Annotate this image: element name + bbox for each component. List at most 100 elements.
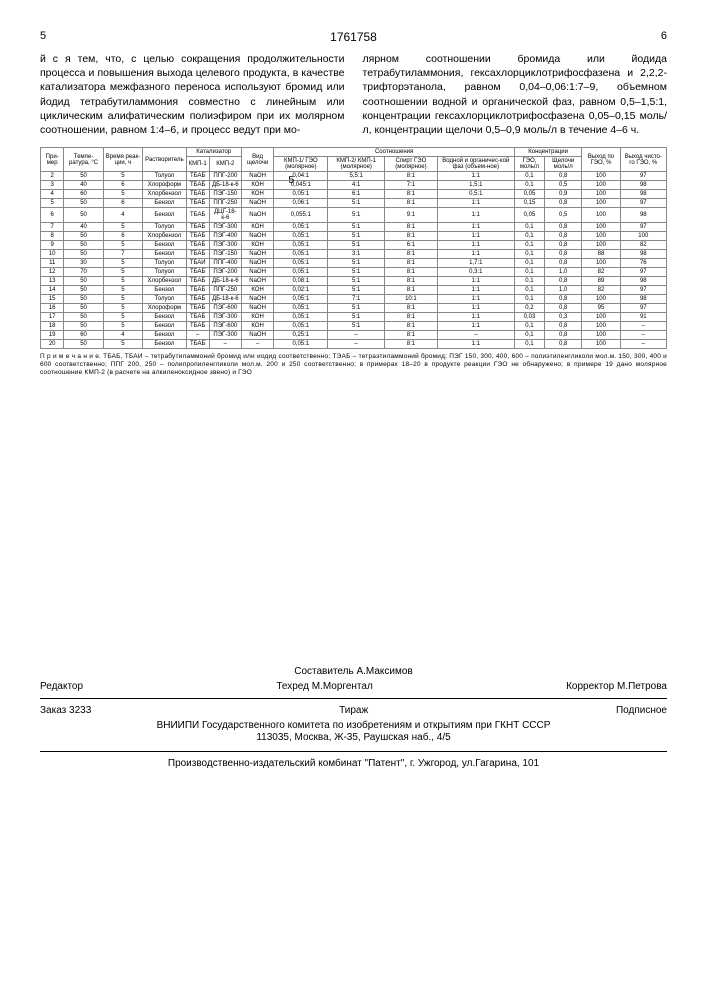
- table-cell: ТБАБ: [186, 277, 209, 286]
- table-cell: ППГ-400: [209, 259, 241, 268]
- table-cell: 1:1: [437, 304, 514, 313]
- table-row: 3406ХлороформТБАБДБ-18-к-6КОН0,045:14:17…: [41, 181, 667, 190]
- table-cell: 8:1: [385, 277, 438, 286]
- table-row: 18505БензолТБАБПЭГ-600КОН0,05:15:18:11:1…: [41, 322, 667, 331]
- table-cell: ТБАБ: [186, 199, 209, 208]
- table-cell: 40: [64, 181, 103, 190]
- table-cell: 0,05:1: [274, 223, 328, 232]
- table-cell: 0,9: [545, 190, 582, 199]
- table-cell: 5: [103, 286, 142, 295]
- table-cell: 7: [103, 250, 142, 259]
- data-table: При-мер Темпе-ратура, °С Время реак-ции,…: [40, 147, 667, 349]
- table-cell: 0,5: [545, 181, 582, 190]
- table-cell: 0,8: [545, 322, 582, 331]
- table-cell: ДЦГ-18-к-6: [209, 208, 241, 223]
- table-cell: ПЭГ-300: [209, 313, 241, 322]
- table-cell: 82: [582, 268, 620, 277]
- table-cell: 7:1: [328, 295, 385, 304]
- table-cell: 50: [64, 304, 103, 313]
- table-cell: 0,1: [514, 286, 544, 295]
- table-cell: NaOH: [241, 268, 273, 277]
- table-cell: 0,05:1: [274, 313, 328, 322]
- table-cell: 1:1: [437, 286, 514, 295]
- table-cell: 50: [64, 286, 103, 295]
- table-cell: 4:1: [328, 181, 385, 190]
- table-cell: 98: [620, 277, 666, 286]
- table-cell: 5:1: [328, 232, 385, 241]
- table-cell: 1:1: [437, 199, 514, 208]
- table-cell: 8:1: [385, 322, 438, 331]
- table-cell: 0,06:1: [274, 199, 328, 208]
- table-cell: 0,3: [545, 313, 582, 322]
- table-cell: ТБАБ: [186, 340, 209, 349]
- table-cell: NaOH: [241, 295, 273, 304]
- table-cell: 100: [582, 340, 620, 349]
- table-cell: Бензол: [143, 313, 186, 322]
- table-cell: 18: [41, 322, 64, 331]
- table-cell: 8:1: [385, 268, 438, 277]
- table-cell: ТБАБ: [186, 232, 209, 241]
- table-cell: –: [620, 331, 666, 340]
- table-cell: Бензол: [143, 199, 186, 208]
- table-cell: 50: [64, 232, 103, 241]
- document-number: 1761758: [46, 30, 661, 44]
- table-cell: 1:1: [437, 208, 514, 223]
- table-cell: 100: [582, 199, 620, 208]
- table-cell: 0,8: [545, 295, 582, 304]
- table-cell: 5: [41, 199, 64, 208]
- table-cell: 97: [620, 304, 666, 313]
- table-cell: 0,1: [514, 172, 544, 181]
- table-row: 16505ХлороформТБАБПЭГ-600NaOH0,05:15:18:…: [41, 304, 667, 313]
- table-cell: 3: [41, 181, 64, 190]
- table-row: 19604Бензол–ПЭГ-300NaOH0,25:1–8:1–0,10,8…: [41, 331, 667, 340]
- table-cell: 5:1: [328, 199, 385, 208]
- table-cell: ТБАБ: [186, 304, 209, 313]
- table-cell: КОН: [241, 223, 273, 232]
- table-cell: NaOH: [241, 199, 273, 208]
- table-cell: 1:1: [437, 277, 514, 286]
- table-cell: Бензол: [143, 331, 186, 340]
- table-cell: 0,8: [545, 259, 582, 268]
- table-cell: 5:1: [328, 322, 385, 331]
- table-cell: 13: [41, 277, 64, 286]
- table-row: 17505БензолТБАБПЭГ-300КОН0,05:15:18:11:1…: [41, 313, 667, 322]
- final-divider: [40, 751, 667, 752]
- table-cell: ПЭГ-300: [209, 223, 241, 232]
- table-cell: 3:1: [328, 250, 385, 259]
- table-cell: 0,1: [514, 232, 544, 241]
- col-pure: Выход чисто-го ГЭО, %: [620, 148, 666, 172]
- table-cell: 5: [103, 295, 142, 304]
- table-cell: ДБ-18-к-6: [209, 295, 241, 304]
- table-cell: 0,15: [514, 199, 544, 208]
- col-solvent: Растворитель: [143, 148, 186, 172]
- table-cell: 5:1: [328, 241, 385, 250]
- table-cell: 0,08:1: [274, 277, 328, 286]
- table-cell: 50: [64, 199, 103, 208]
- editor-label: Редактор: [40, 681, 83, 692]
- table-cell: 5: [103, 241, 142, 250]
- org-line-1: ВНИИПИ Государственного комитета по изоб…: [40, 720, 667, 731]
- table-cell: 5: [103, 259, 142, 268]
- table-cell: 4: [103, 208, 142, 223]
- table-cell: 8:1: [385, 172, 438, 181]
- table-cell: 0,1: [514, 322, 544, 331]
- table-cell: 5: [103, 172, 142, 181]
- table-cell: 9:1: [385, 208, 438, 223]
- table-cell: 60: [64, 331, 103, 340]
- table-cell: 8:1: [385, 331, 438, 340]
- table-cell: ТБАБ: [186, 208, 209, 223]
- page-header: 5 1761758 6: [40, 30, 667, 44]
- table-cell: NaOH: [241, 172, 273, 181]
- table-row: 5506БензолТБАБППГ-250NaOH0,06:15:18:11:1…: [41, 199, 667, 208]
- table-cell: Толуол: [143, 295, 186, 304]
- table-cell: 82: [582, 286, 620, 295]
- table-cell: 0,05:1: [274, 259, 328, 268]
- table-row: 4605ХлорбензолТБАБПЭГ-150КОН0,05:16:18:1…: [41, 190, 667, 199]
- table-cell: КОН: [241, 286, 273, 295]
- table-cell: 0,1: [514, 295, 544, 304]
- table-cell: 5:1: [328, 268, 385, 277]
- table-cell: 5:1: [328, 313, 385, 322]
- table-cell: КОН: [241, 181, 273, 190]
- table-cell: ПЭГ-600: [209, 304, 241, 313]
- table-cell: 0,1: [514, 340, 544, 349]
